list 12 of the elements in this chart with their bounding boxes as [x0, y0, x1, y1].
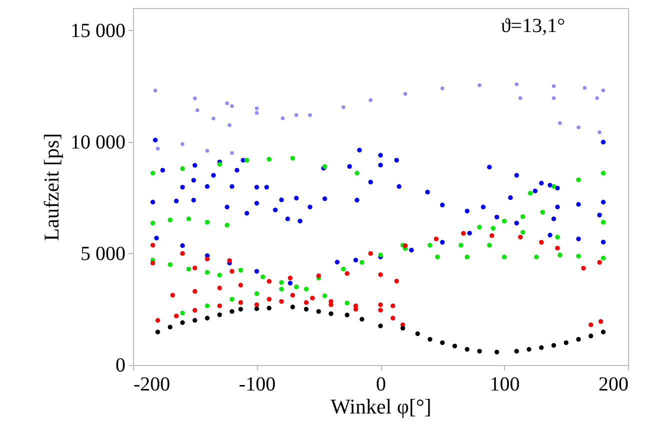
y-tick-label: 15 000: [70, 20, 126, 42]
x-tick-label: -100: [238, 374, 276, 396]
y-tick-label: 0: [116, 354, 126, 376]
x-axis-title: Winkel φ[°]: [330, 394, 432, 418]
x-tick-label: 100: [490, 374, 520, 396]
x-tick-label: 200: [598, 374, 628, 396]
x-tick-label: 0: [376, 374, 386, 396]
y-axis-title: Laufzeit [ps]: [40, 133, 64, 241]
y-tick-label: 10 000: [70, 131, 126, 154]
annotation: ϑ=13,1°: [500, 15, 566, 37]
x-tick-label: -200: [134, 374, 170, 396]
y-tick-label: 5 000: [80, 242, 126, 265]
